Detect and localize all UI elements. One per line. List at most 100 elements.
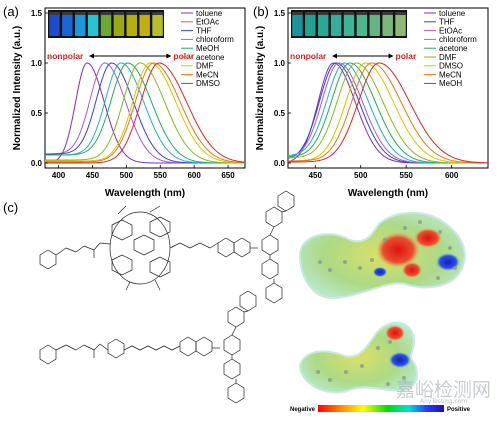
chart-b-curves <box>287 62 489 164</box>
b-xtick-label-500: 500 <box>354 171 368 180</box>
chart-b-polarity-arrow: nonpolar polar <box>290 51 417 61</box>
b-legend-label-dmf: DMF <box>439 53 456 62</box>
b-vial-cap-1 <box>292 12 303 15</box>
b-xtick-label-600: 600 <box>445 171 459 180</box>
a-series-line-dmso <box>45 62 246 164</box>
b-vial-9 <box>395 14 406 36</box>
a-vial-9 <box>152 14 163 36</box>
chart-a-ticks: 400 450 500 550 600 650 0.0 0.5 1.0 1.5 <box>31 9 235 180</box>
a-legend-label-mecn: MeCN <box>196 70 219 79</box>
chart-b-xlabel: Wavelength (nm) <box>348 188 428 199</box>
colorbar-negative-label: Negative <box>290 407 316 413</box>
a-vial-cap-8 <box>139 12 150 15</box>
b-ytick-label-3: 1.5 <box>274 9 286 18</box>
chart-b-vial-strip <box>291 10 407 38</box>
b-vial-cap-6 <box>356 12 368 15</box>
b-nonpolar-label: nonpolar <box>290 51 327 61</box>
a-ytick-label-3: 1.5 <box>31 9 43 18</box>
a-nonpolar-label: nonpolar <box>47 51 84 61</box>
chart-a-curves <box>44 62 246 164</box>
a-vial-2 <box>62 14 73 36</box>
a-vial-7 <box>126 14 138 36</box>
a-vial-1 <box>49 14 60 36</box>
b-vial-cap-9 <box>395 12 406 15</box>
panel-a-letter: (a) <box>3 4 19 19</box>
a-xtick-label-450: 450 <box>86 171 100 180</box>
a-ytick-label-0: 0.0 <box>31 159 43 168</box>
b-ytick-label-1: 0.5 <box>274 109 286 118</box>
a-xtick-label-650: 650 <box>221 171 235 180</box>
b-vial-cap-4 <box>330 12 342 15</box>
chart-a-vial-strip <box>48 10 164 38</box>
b-arrow-head-right <box>388 53 394 59</box>
a-vial-cap-7 <box>126 12 138 15</box>
a-vial-cap-3 <box>74 12 86 15</box>
a-polar-label: polar <box>173 51 194 61</box>
b-arrow-head-left <box>332 53 337 59</box>
b-xtick-label-550: 550 <box>400 171 414 180</box>
watermark: 嘉峪检测网 AnyTesting.com <box>396 379 491 405</box>
b-vial-cap-3 <box>317 12 329 15</box>
host-molecule-structure <box>39 190 295 304</box>
b-legend-label-meoh: MeOH <box>439 79 462 88</box>
chart-a: 400 450 500 550 600 650 0.0 0.5 1.0 1.5 tolueneEt… <box>12 7 246 199</box>
b-legend-label-toluene: toluene <box>439 9 466 18</box>
a-legend-label-etoac: EtOAc <box>196 18 219 27</box>
a-legend-label-toluene: toluene <box>196 9 223 18</box>
a-vial-8 <box>139 14 150 36</box>
b-vial-4 <box>330 14 342 36</box>
b-ytick-label-2: 1.0 <box>274 59 286 68</box>
b-vial-1 <box>292 14 303 36</box>
a-xtick-label-600: 600 <box>187 171 201 180</box>
a-series-line-acetone <box>45 62 246 164</box>
b-legend-label-dmso: DMSO <box>439 62 463 71</box>
esp-surfaces <box>298 211 466 394</box>
b-legend-label-acetone: acetone <box>439 44 468 53</box>
chart-a-legend: tolueneEtOAcTHFchloroformMeOHacetoneDMFM… <box>181 9 234 88</box>
a-legend-label-thf: THF <box>196 26 212 35</box>
b-vial-3 <box>317 14 329 36</box>
a-vial-3 <box>74 14 86 36</box>
a-vial-cap-4 <box>87 12 99 15</box>
colorbar-positive-label: Positive <box>447 407 471 413</box>
b-vial-cap-7 <box>369 12 381 15</box>
host-esp-surface <box>298 211 466 300</box>
a-vial-cap-2 <box>62 12 73 15</box>
watermark-text: 嘉峪检测网 <box>396 379 491 401</box>
chart-b-ylabel: Normalized Intensity (a.u.) <box>255 26 266 150</box>
panel-c-letter: (c) <box>3 200 18 215</box>
molecule-structures <box>39 190 295 404</box>
panel-b-letter: (b) <box>253 4 269 19</box>
b-vial-5 <box>343 14 355 36</box>
b-series-line-dmf <box>287 62 488 164</box>
a-arrow-head-right <box>166 53 172 59</box>
watermark-sub: AnyTesting.com <box>420 398 467 405</box>
chart-a-frame <box>44 7 246 169</box>
a-arrow-head-left <box>89 53 94 59</box>
chart-b-frame <box>287 7 489 169</box>
b-vial-2 <box>305 14 316 36</box>
a-vial-cap-5 <box>100 12 112 15</box>
b-vial-cap-8 <box>382 12 393 15</box>
chart-b: 450 500 550 600 0.0 0.5 1.0 1.5 tolueneTHFEtOAc… <box>255 7 489 199</box>
a-ytick-label-2: 1.0 <box>31 59 43 68</box>
guest-molecule-structure <box>39 290 257 404</box>
a-legend-label-acetone: acetone <box>196 53 225 62</box>
b-vial-cap-5 <box>343 12 355 15</box>
b-series-line-mecn <box>287 62 489 164</box>
a-xtick-label-400: 400 <box>52 171 66 180</box>
b-legend-label-mecn: MeCN <box>439 70 462 79</box>
a-vial-cap-9 <box>152 12 163 15</box>
b-legend-label-chloroform: chloroform <box>439 35 477 44</box>
b-ytick-label-0: 0.0 <box>274 159 286 168</box>
a-legend-label-meoh: MeOH <box>196 44 219 53</box>
a-vial-cap-6 <box>113 12 125 15</box>
b-vial-7 <box>369 14 381 36</box>
b-xtick-label-450: 450 <box>309 171 323 180</box>
b-series-line-meoh <box>288 62 489 164</box>
a-legend-label-dmso: DMSO <box>196 79 220 88</box>
b-legend-label-thf: THF <box>439 18 455 27</box>
a-vial-cap-1 <box>49 12 60 15</box>
a-series-line-mecn <box>45 62 246 164</box>
